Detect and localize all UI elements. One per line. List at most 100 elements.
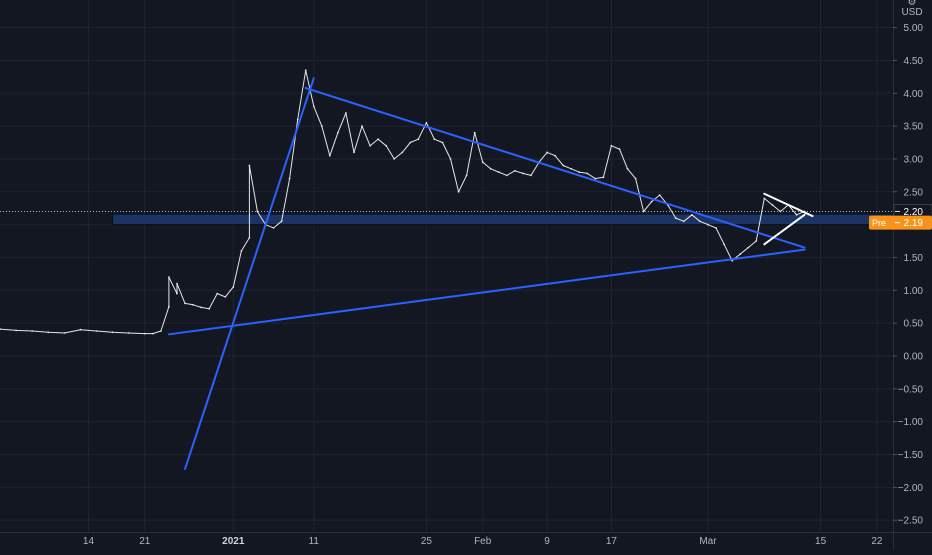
price-point [634, 177, 637, 180]
x-tick-label: Mar [699, 536, 717, 547]
price-markers: 2.20 Pre 2.19 [869, 203, 932, 230]
price-point [143, 332, 146, 335]
y-tick-label: −2.50 [898, 516, 924, 527]
price-point [691, 213, 693, 216]
price-point [377, 138, 379, 141]
price-point [481, 161, 484, 164]
series-layer [0, 69, 806, 335]
y-tick-label: 1.50 [904, 253, 924, 264]
price-point [248, 164, 251, 167]
price-point [449, 158, 452, 160]
price-point [699, 220, 701, 223]
x-tick-label: 15 [815, 536, 827, 547]
price-point [296, 118, 299, 121]
settings-icon[interactable]: ⚙ [908, 0, 917, 8]
price-point [31, 330, 34, 332]
price-point [176, 282, 178, 285]
price-point [618, 148, 621, 151]
price-point [0, 328, 1, 330]
price-point [602, 176, 605, 179]
price-point [465, 174, 468, 177]
price-point [369, 144, 371, 147]
price-point [433, 138, 436, 141]
price-point [658, 194, 661, 197]
price-point [160, 330, 162, 332]
x-tick-label: 2021 [222, 536, 245, 547]
trendline [167, 248, 806, 336]
price-point [312, 105, 315, 108]
price-point [755, 240, 758, 242]
price-point [763, 197, 766, 200]
y-tick-label: 3.50 [904, 122, 924, 133]
price-point [272, 227, 275, 229]
price-point [473, 131, 476, 134]
price-point [280, 220, 283, 223]
x-tick-label: 14 [83, 536, 95, 547]
price-point [95, 330, 98, 332]
price-point [522, 172, 524, 175]
price-point [409, 141, 412, 144]
trendlines [167, 77, 814, 470]
price-point [152, 332, 154, 335]
price-point [715, 227, 717, 229]
price-point [554, 154, 556, 157]
y-tick-label: 0.50 [904, 319, 924, 330]
price-point [232, 286, 235, 288]
y-tick-label: −1.50 [898, 450, 924, 461]
price-point [345, 112, 347, 114]
axis-header: ⚙ USD [901, 0, 922, 18]
price-point [779, 210, 782, 213]
price-point [256, 210, 259, 213]
price-point [15, 329, 17, 332]
grid [0, 0, 893, 532]
price-point [184, 302, 186, 305]
price-point [674, 217, 677, 220]
x-tick-label: 11 [309, 536, 320, 547]
price-point [505, 174, 508, 177]
support-zone [112, 213, 894, 226]
price-point [200, 306, 203, 309]
price-point [111, 331, 114, 334]
y-tick-label: 4.50 [904, 56, 924, 67]
price-point [739, 253, 741, 256]
price-point [328, 154, 331, 157]
price-point [650, 200, 653, 203]
price-point [79, 328, 82, 331]
price-point [168, 305, 170, 308]
price-point [47, 331, 50, 334]
y-tick-label: −2.00 [898, 483, 924, 494]
y-tick-label: 2.50 [904, 187, 924, 198]
price-point [562, 164, 565, 167]
price-point [586, 172, 589, 175]
price-point [208, 307, 211, 310]
price-point [570, 167, 573, 170]
y-tick-label: 5.00 [904, 23, 924, 34]
price-point [457, 190, 460, 193]
x-tick-label: 25 [421, 536, 433, 547]
price-point [417, 138, 420, 141]
price-point [594, 177, 597, 180]
price-point [610, 144, 613, 147]
currency-label: USD [901, 7, 922, 18]
price-point [626, 167, 629, 170]
y-tick-label: −1.00 [898, 417, 924, 428]
x-tick-label: 17 [606, 536, 618, 547]
pre-price-label: 2.19 [904, 218, 924, 229]
price-point [707, 223, 709, 226]
price-point [441, 141, 444, 144]
y-tick-label: 1.00 [904, 286, 924, 297]
last-price-label: 2.20 [904, 207, 924, 218]
price-point [642, 210, 645, 213]
trendline [763, 213, 806, 246]
price-point [546, 151, 548, 154]
price-point [497, 171, 500, 174]
price-point [361, 125, 363, 127]
price-point [320, 125, 323, 127]
pre-price-badge [869, 215, 932, 230]
x-tick-label: Feb [474, 536, 492, 547]
price-point [795, 213, 798, 216]
price-point [168, 276, 170, 279]
price-point [425, 121, 428, 124]
